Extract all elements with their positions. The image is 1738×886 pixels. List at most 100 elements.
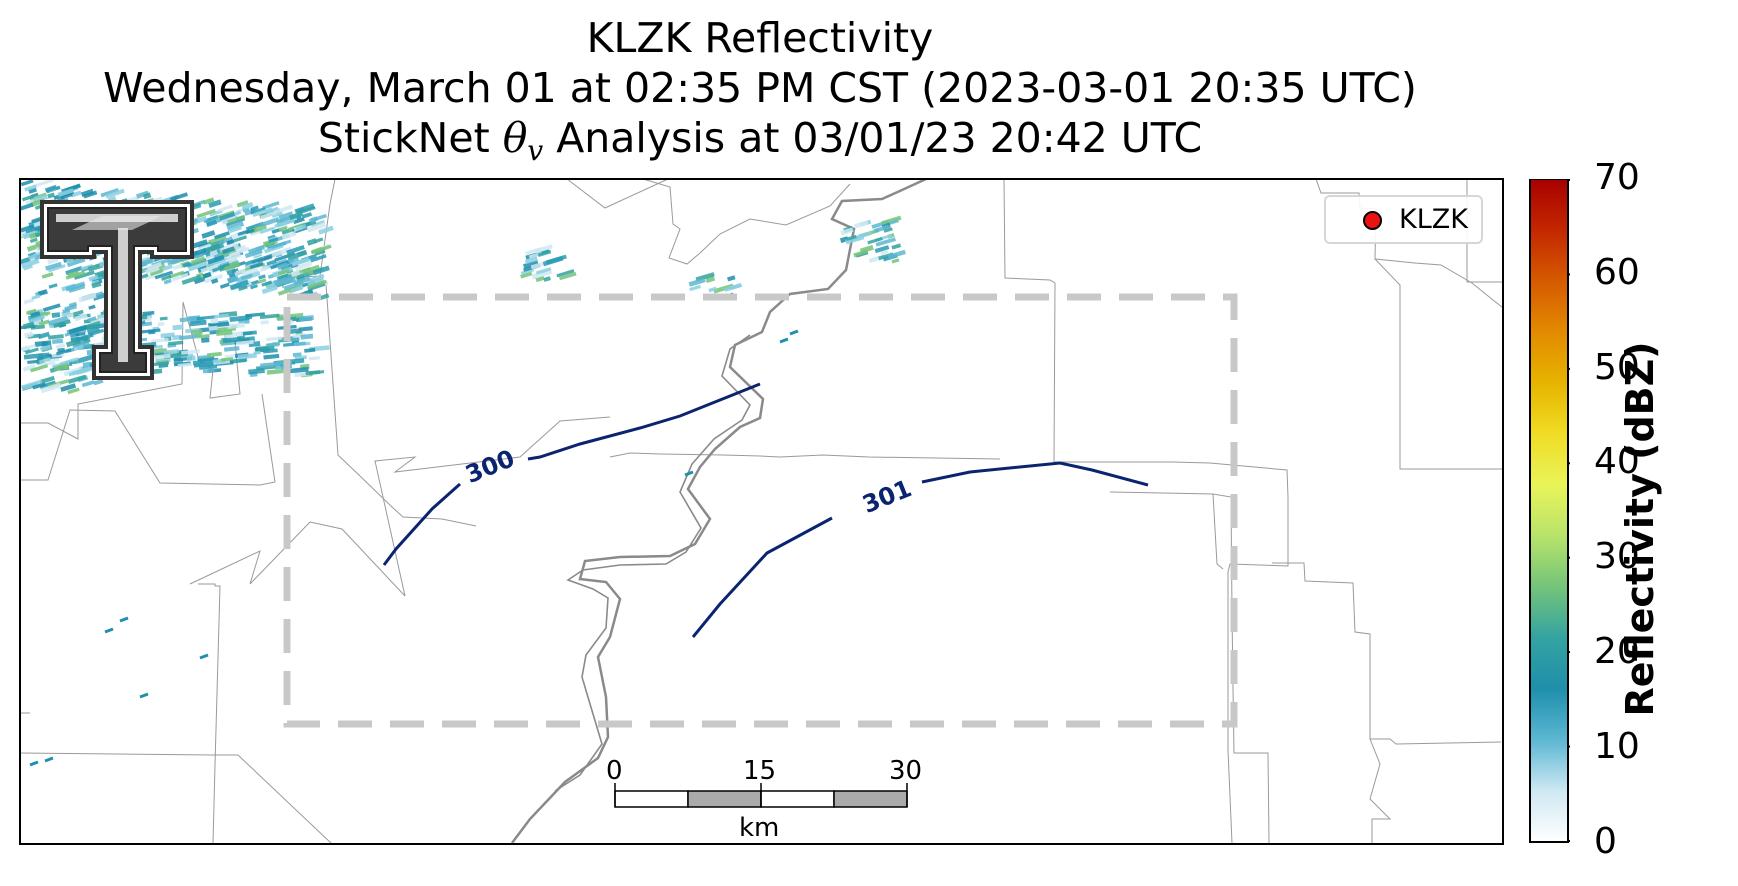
colorbar-tick: 10 [1594, 726, 1640, 767]
radar-echo [73, 313, 88, 322]
radar-echo [68, 367, 88, 377]
radar-echo [274, 204, 293, 215]
radar-echo [543, 276, 551, 282]
radar-echo [708, 286, 717, 293]
radar-echo [705, 275, 716, 284]
radar-echo [90, 318, 107, 324]
radar-echo [294, 355, 307, 361]
radar-echo [310, 216, 319, 223]
radar-echo [45, 261, 62, 271]
radar-echo [81, 380, 95, 388]
radar-echo [248, 244, 265, 255]
radar-echo [287, 249, 308, 261]
radar-echo [44, 756, 54, 763]
radar-echo [883, 227, 893, 233]
radar-echo [197, 243, 212, 253]
radar-echo [67, 387, 80, 395]
radar-echo [229, 315, 250, 322]
radar-echo [168, 340, 184, 346]
radar-echo [520, 271, 533, 279]
radar-echo [144, 270, 164, 281]
radar-echo [189, 319, 207, 327]
legend: KLZK [1324, 195, 1483, 244]
radar-echo [61, 183, 81, 194]
radar-echo [318, 225, 334, 235]
radar-echo [248, 341, 261, 348]
radar-echo [170, 352, 188, 358]
radar-echo [224, 262, 241, 272]
title-line-1: KLZK Reflectivity [586, 14, 934, 62]
radar-echo [219, 211, 236, 221]
radar-echo [223, 346, 240, 352]
radar-echo [245, 221, 264, 231]
radar-echo [193, 276, 206, 285]
radar-echo [119, 616, 129, 623]
radar-echo [168, 270, 185, 279]
radar-echo [158, 362, 169, 368]
radar-echo [695, 272, 715, 282]
contour-300-line [527, 382, 761, 461]
radar-map[interactable]: 300 301 [20, 179, 1502, 843]
radar-echo [93, 378, 104, 386]
radar-echo [193, 362, 214, 368]
radar-echo [181, 349, 200, 355]
radar-echo [187, 261, 208, 272]
radar-echo [181, 274, 202, 285]
radar-echo [26, 242, 43, 252]
radar-echo [530, 261, 545, 270]
radar-echo [207, 368, 216, 373]
radar-echo [881, 215, 902, 226]
radar-echo [237, 352, 257, 360]
radar-echo [41, 272, 54, 279]
colorbar-tick: 30 [1594, 536, 1640, 577]
radar-echo [263, 353, 280, 360]
radar-echo [684, 470, 694, 477]
radar-echo [197, 241, 212, 249]
radar-echo [294, 203, 315, 214]
radar-echo [222, 336, 242, 344]
radar-echo [64, 303, 77, 312]
radar-echo [208, 199, 222, 209]
radar-echo [238, 318, 250, 325]
radar-echo [880, 249, 889, 255]
radar-echo [199, 653, 209, 660]
radar-echo [520, 268, 535, 275]
radar-echo [51, 338, 64, 345]
radar-echo [887, 249, 906, 260]
radar-echo [531, 268, 553, 280]
radar-echo [30, 364, 49, 373]
colorbar-tick: 40 [1594, 441, 1640, 482]
radar-echo [145, 265, 160, 275]
radar-echo [853, 249, 868, 258]
radar-echo [891, 243, 902, 250]
radar-echo [537, 249, 552, 258]
radar-echo [218, 204, 233, 212]
radar-echo [270, 239, 292, 249]
colorbar-tick: 20 [1594, 631, 1640, 672]
radar-echo [48, 283, 58, 289]
radar-echo [55, 343, 66, 350]
radar-echo [42, 303, 61, 312]
radar-echo [302, 264, 320, 275]
radar-echo [319, 293, 330, 301]
radar-echo [308, 273, 325, 283]
radar-echo [255, 364, 276, 371]
radar-echo [294, 261, 313, 271]
radar-echo [556, 269, 575, 278]
radar-echo [301, 212, 313, 219]
radar-echo [255, 345, 275, 352]
radar-echo [201, 337, 210, 343]
radar-echo [311, 246, 323, 255]
radar-echo [47, 192, 56, 199]
radar-echo [70, 190, 82, 198]
radar-echo [67, 270, 80, 278]
radar-echo [190, 329, 203, 336]
radar-echo [306, 238, 317, 246]
radar-echo [209, 321, 230, 328]
radar-echo [25, 308, 37, 315]
radar-echo [248, 368, 265, 375]
radar-echo [236, 200, 249, 208]
radar-echo [689, 284, 701, 292]
radar-echo [208, 234, 227, 245]
radar-echo [293, 217, 305, 225]
